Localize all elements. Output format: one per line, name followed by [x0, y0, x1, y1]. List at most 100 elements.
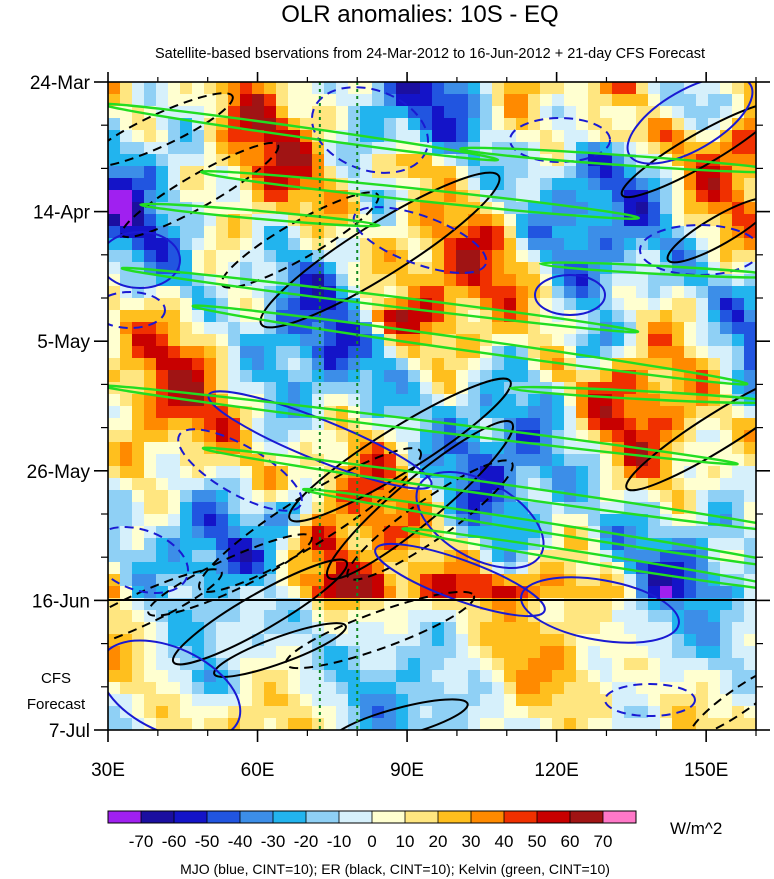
heatmap-cell	[432, 574, 445, 587]
heatmap-cell	[276, 622, 289, 635]
heatmap-cell	[192, 250, 205, 263]
heatmap-cell	[732, 418, 745, 431]
heatmap-cell	[132, 406, 145, 419]
heatmap-cell	[204, 358, 217, 371]
heatmap-cell	[252, 490, 265, 503]
heatmap-cell	[120, 442, 133, 455]
heatmap-cell	[528, 238, 541, 251]
heatmap-cell	[684, 298, 697, 311]
heatmap-cell	[444, 682, 457, 695]
heatmap-cell	[108, 370, 121, 383]
heatmap-cell	[156, 442, 169, 455]
heatmap-cell	[732, 250, 745, 263]
heatmap-cell	[720, 82, 733, 95]
heatmap-cell	[420, 610, 433, 623]
colorbar-label: -10	[327, 832, 352, 851]
colorbar-swatch	[405, 811, 439, 823]
heatmap-cell	[696, 298, 709, 311]
heatmap-cell	[684, 94, 697, 107]
heatmap-cell	[108, 394, 121, 407]
heatmap-cell	[504, 226, 517, 239]
heatmap-cell	[672, 274, 685, 287]
heatmap-cell	[348, 682, 361, 695]
heatmap-cell	[168, 310, 181, 323]
heatmap-cell	[228, 466, 241, 479]
heatmap-cell	[564, 682, 577, 695]
heatmap-cell	[156, 430, 169, 443]
heatmap-cell	[600, 406, 613, 419]
heatmap-cell	[564, 106, 577, 119]
heatmap-cell	[648, 238, 661, 251]
heatmap-cell	[120, 94, 133, 107]
heatmap-cell	[240, 238, 253, 251]
heatmap-cell	[732, 322, 745, 335]
heatmap-cell	[108, 298, 121, 311]
heatmap-cell	[672, 118, 685, 131]
heatmap-cell	[720, 346, 733, 359]
heatmap-cell	[336, 202, 349, 215]
kelvin-contour	[508, 385, 756, 405]
heatmap-cell	[276, 346, 289, 359]
heatmap-cell	[360, 346, 373, 359]
heatmap-cell	[252, 562, 265, 575]
heatmap-cell	[552, 586, 565, 599]
heatmap-cell	[276, 82, 289, 95]
heatmap-cell	[456, 454, 469, 467]
heatmap-cell	[144, 526, 157, 539]
heatmap-cell	[156, 118, 169, 131]
heatmap-cell	[708, 178, 721, 191]
heatmap-cell	[528, 82, 541, 95]
heatmap-cell	[156, 286, 169, 299]
heatmap-cell	[108, 646, 121, 659]
heatmap-cell	[240, 550, 253, 563]
heatmap-cell	[444, 214, 457, 227]
heatmap-cell	[252, 94, 265, 107]
heatmap-cell	[564, 502, 577, 515]
heatmap-cell	[744, 358, 756, 371]
heatmap-cell	[648, 214, 661, 227]
heatmap-cell	[672, 130, 685, 143]
heatmap-cell	[180, 298, 193, 311]
heatmap-cell	[624, 634, 637, 647]
heatmap-cell	[156, 178, 169, 191]
heatmap-cell	[444, 358, 457, 371]
heatmap-cell	[624, 598, 637, 611]
er-contour	[666, 196, 756, 264]
heatmap-cell	[300, 154, 313, 167]
heatmap-cell	[528, 682, 541, 695]
heatmap-cell	[108, 334, 121, 347]
heatmap-cell	[540, 130, 553, 143]
heatmap-cell	[144, 298, 157, 311]
heatmap-cell	[300, 334, 313, 347]
heatmap-cell	[120, 490, 133, 503]
mjo-contour	[108, 231, 181, 289]
heatmap-cell	[612, 406, 625, 419]
heatmap-cell	[288, 634, 301, 647]
heatmap-cell	[564, 670, 577, 683]
heatmap-cell	[180, 190, 193, 203]
heatmap-cell	[336, 442, 349, 455]
heatmap-cell	[156, 502, 169, 515]
heatmap-cell	[588, 622, 601, 635]
heatmap-cell	[576, 286, 589, 299]
heatmap-cell	[300, 478, 313, 491]
colorbar-label: -50	[195, 832, 220, 851]
heatmap-cell	[132, 346, 145, 359]
heatmap-cell	[720, 298, 733, 311]
heatmap-cell	[696, 634, 709, 647]
heatmap-cell	[324, 346, 337, 359]
heatmap-cell	[348, 622, 361, 635]
heatmap-cell	[420, 82, 433, 95]
heatmap-cell	[204, 634, 217, 647]
heatmap-cell	[696, 178, 709, 191]
heatmap-cell	[624, 286, 637, 299]
heatmap-cell	[180, 622, 193, 635]
heatmap-cell	[372, 694, 385, 707]
heatmap-cell	[456, 574, 469, 587]
heatmap-cell	[720, 94, 733, 107]
heatmap-cell	[300, 94, 313, 107]
heatmap-cell	[696, 466, 709, 479]
heatmap-cell	[336, 430, 349, 443]
heatmap-cell	[576, 586, 589, 599]
heatmap-cell	[348, 310, 361, 323]
